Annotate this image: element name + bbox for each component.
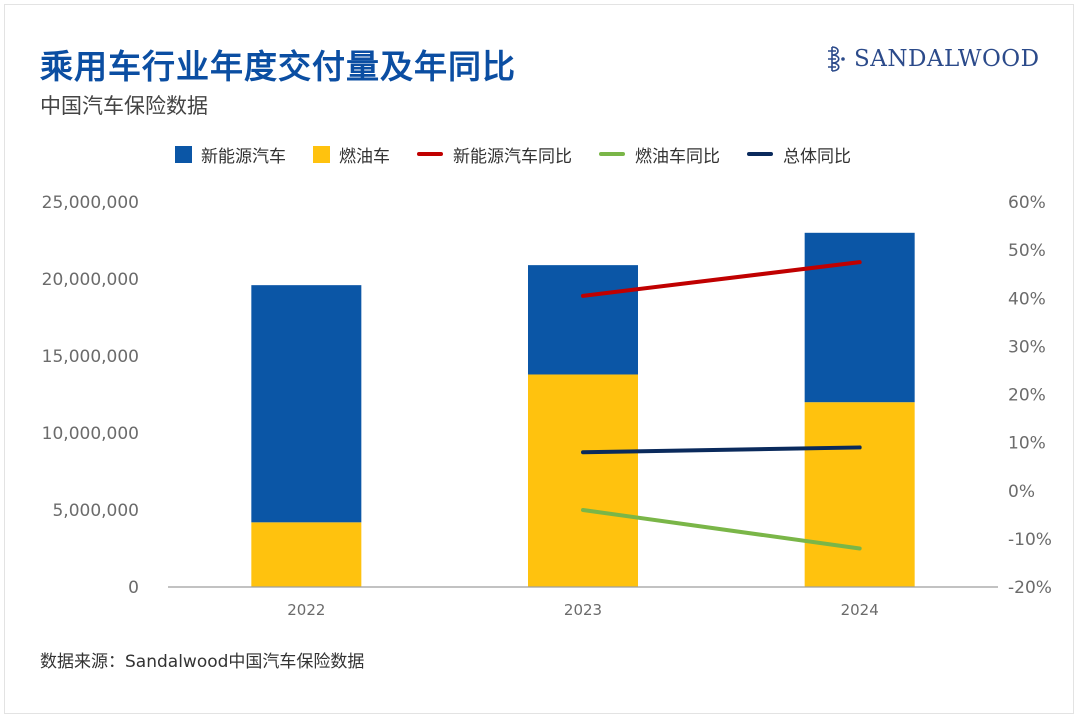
legend-line-swatch (599, 152, 625, 156)
y-right-tick-label: -20% (1008, 578, 1052, 598)
x-tick-label: 2022 (287, 601, 325, 619)
y-left-tick-label: 20,000,000 (42, 270, 139, 290)
y-right-tick-label: -10% (1008, 530, 1052, 550)
brand-logo-text: SANDALWOOD (854, 46, 1040, 72)
legend-swatch (175, 145, 192, 163)
y-right-tick-label: 20% (1008, 386, 1046, 406)
chart-title: 乘用车行业年度交付量及年同比 (40, 47, 516, 86)
y-right-tick-label: 50% (1008, 241, 1046, 261)
chart-subtitle: 中国汽车保险数据 (40, 94, 208, 118)
ice-yoy-line (581, 508, 862, 551)
legend-label: 新能源汽车同比 (453, 146, 572, 167)
legend-item: 燃油车 (313, 142, 390, 167)
y-right-tick-label: 0% (1008, 482, 1035, 502)
y-right-tick-label: 40% (1008, 289, 1046, 309)
legend-label: 总体同比 (783, 146, 851, 167)
y-right-tick-label: 30% (1008, 337, 1046, 357)
legend-item: 总体同比 (747, 142, 851, 167)
legend-swatch (313, 145, 330, 163)
y-left-tick-label: 15,000,000 (42, 347, 139, 367)
legend-label: 燃油车 (339, 146, 390, 167)
bar-segment-nev (804, 232, 915, 403)
sandalwood-logo-icon (828, 46, 845, 72)
legend-label: 燃油车同比 (635, 146, 720, 167)
bar-segment-ice (528, 374, 638, 587)
y-left-tick-label: 0 (128, 578, 139, 598)
legend-label: 新能源汽车 (201, 146, 286, 167)
legend-item: 新能源汽车 (175, 142, 286, 167)
brand-logo: SANDALWOOD (826, 43, 1040, 75)
x-tick-label: 2023 (564, 601, 602, 619)
data-source-note: 数据来源：Sandalwood中国汽车保险数据 (40, 652, 365, 672)
nev-yoy-line (581, 260, 862, 298)
bar-segment-ice (251, 522, 362, 587)
y-left-tick-label: 5,000,000 (52, 501, 139, 521)
legend-item: 燃油车同比 (599, 142, 720, 167)
legend-item: 新能源汽车同比 (417, 142, 572, 167)
legend-line-swatch (417, 152, 443, 156)
bar-segment-nev (251, 285, 362, 523)
y-left-tick-label: 10,000,000 (42, 424, 139, 444)
chart-legend: 新能源汽车 燃油车 新能源汽车同比 燃油车同比 总体同比 (175, 140, 878, 168)
bar-segment-ice (804, 402, 915, 587)
y-right-tick-label: 60% (1008, 193, 1046, 213)
total-yoy-line (581, 445, 862, 455)
bar-segment-nev (528, 265, 638, 375)
x-tick-label: 2024 (841, 601, 879, 619)
legend-line-swatch (747, 152, 773, 156)
y-left-tick-label: 25,000,000 (42, 193, 139, 213)
y-right-tick-label: 10% (1008, 434, 1046, 454)
chart-frame (4, 4, 1074, 714)
